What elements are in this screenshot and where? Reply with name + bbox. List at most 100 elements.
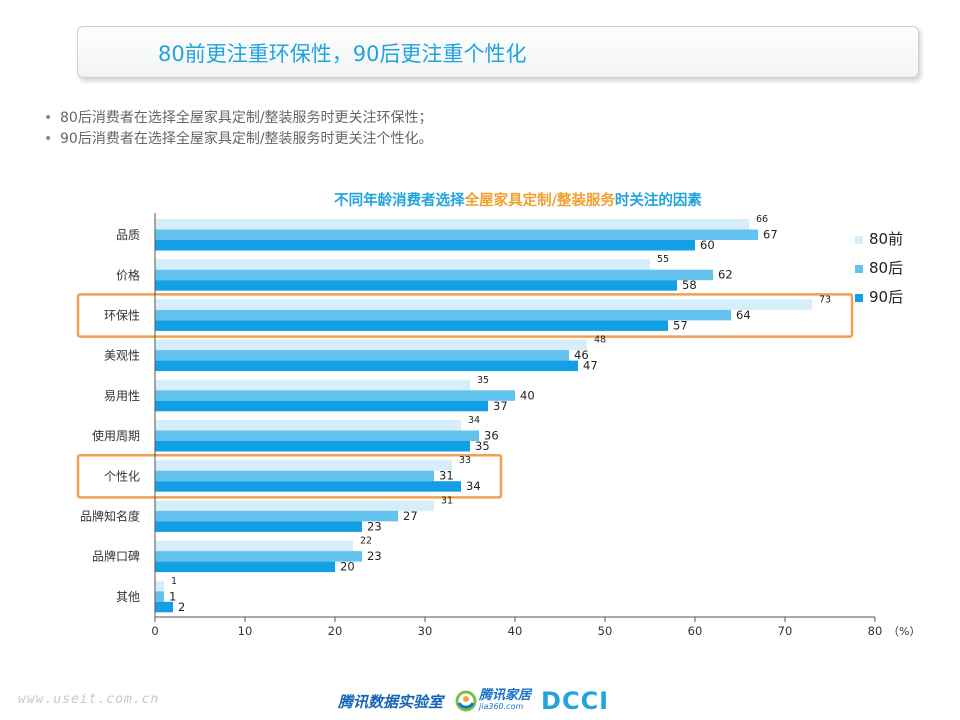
bar (155, 299, 812, 310)
bar (155, 360, 578, 372)
bar-value-label: 23 (367, 549, 382, 563)
bar (155, 269, 713, 281)
bar (155, 500, 434, 511)
highlight-box (76, 453, 503, 499)
x-unit-label: （%） (888, 625, 920, 638)
category-label: 其他 (116, 590, 140, 604)
highlight-box (76, 293, 854, 338)
bar-value-label: 35 (475, 439, 490, 453)
bar (155, 240, 695, 251)
bar (155, 219, 749, 230)
bar (155, 350, 569, 361)
tencent-home-logo-icon (455, 690, 477, 712)
bar (155, 280, 677, 291)
bar-value-label: 27 (403, 509, 418, 523)
bar-value-label: 20 (340, 560, 355, 574)
bar (155, 591, 164, 602)
bar (155, 540, 353, 552)
tencent-data-lab-logo: 腾讯数据实验室 (338, 692, 444, 711)
bar-value-label: 34 (468, 415, 480, 426)
bar (155, 551, 362, 562)
bar (155, 441, 470, 452)
footer-url: www.useit.com.cn (18, 692, 160, 707)
bar-value-label: 1 (169, 589, 176, 603)
bar-value-label: 57 (673, 318, 688, 332)
x-tick-label: 50 (598, 624, 613, 638)
bar-value-label: 35 (477, 375, 489, 386)
category-label: 易用性 (104, 389, 140, 403)
bar (155, 580, 164, 592)
bar-value-label: 23 (367, 519, 382, 533)
category-label: 个性化 (104, 469, 140, 483)
bar-value-label: 40 (520, 388, 535, 402)
bar (155, 420, 461, 431)
bar-value-label: 31 (439, 469, 454, 483)
bar (155, 481, 461, 492)
bar-value-label: 34 (466, 479, 481, 493)
slide-title-bar: 80前更注重环保性，90后更注重个性化 (77, 26, 919, 78)
bullet-item: 90后消费者在选择全屋家具定制/整装服务时更关注个性化。 (44, 129, 433, 150)
x-tick-label: 0 (151, 624, 158, 638)
dcci-logo: DCCI (541, 687, 610, 715)
bar (155, 259, 650, 270)
x-tick-label: 10 (238, 624, 253, 638)
bar (155, 601, 173, 613)
bar-value-label: 1 (171, 576, 177, 587)
footer-logos: 腾讯数据实验室 腾讯家居 jia360.com DCCI (338, 688, 609, 714)
bar-value-label: 2 (178, 600, 185, 614)
bar (155, 561, 335, 573)
bar (155, 390, 515, 401)
slide-title: 80前更注重环保性，90后更注重个性化 (158, 42, 527, 66)
bar (155, 379, 470, 391)
bar-value-label: 22 (360, 536, 372, 547)
chart-title: 不同年龄消费者选择全屋家具定制/整装服务时关注的因素 (334, 191, 702, 209)
tencent-home-name: 腾讯家居 (479, 688, 532, 703)
bar-value-label: 31 (441, 495, 453, 506)
bar-value-label: 66 (756, 214, 768, 225)
bar-value-label: 62 (718, 268, 733, 282)
legend-label: 80后 (869, 259, 903, 277)
bar (155, 470, 434, 482)
x-tick-label: 80 (868, 624, 883, 638)
tencent-home-logo: 腾讯家居 jia360.com (479, 688, 532, 712)
legend-swatch (855, 294, 863, 302)
category-label: 品质 (116, 228, 140, 242)
bar-value-label: 36 (484, 429, 499, 443)
bar-value-label: 64 (736, 308, 751, 322)
x-tick-label: 60 (688, 624, 703, 638)
bar-value-label: 37 (493, 399, 508, 413)
bar-value-label: 67 (763, 228, 778, 242)
bar (155, 521, 362, 532)
bullet-list: 80后消费者在选择全屋家具定制/整装服务时更关注环保性； 90后消费者在选择全屋… (44, 108, 433, 150)
legend-label: 80前 (869, 230, 903, 248)
bar-value-label: 46 (574, 348, 589, 362)
bar (155, 400, 488, 412)
bar (155, 320, 668, 331)
bar-value-label: 58 (682, 278, 697, 292)
bar-value-label: 73 (819, 294, 831, 305)
legend-label: 90后 (869, 288, 903, 306)
bar-value-label: 55 (657, 254, 669, 265)
category-label: 美观性 (104, 349, 140, 363)
legend-swatch (855, 265, 863, 273)
bar (155, 229, 758, 240)
category-label: 品牌知名度 (80, 509, 140, 524)
category-label: 品牌口碑 (92, 549, 140, 564)
category-label: 价格 (116, 267, 140, 282)
bar-value-label: 48 (594, 335, 606, 346)
x-tick-label: 30 (418, 624, 433, 638)
bar-value-label: 47 (583, 359, 598, 373)
bar (155, 339, 587, 351)
bar-value-label: 33 (459, 455, 471, 466)
category-label: 使用周期 (92, 428, 140, 443)
x-tick-label: 40 (508, 624, 523, 638)
bar (155, 309, 731, 321)
category-label: 环保性 (104, 309, 140, 323)
bar-value-label: 60 (700, 238, 715, 252)
bar (155, 510, 398, 522)
x-tick-label: 70 (778, 624, 793, 638)
bullet-item: 80后消费者在选择全屋家具定制/整装服务时更关注环保性； (44, 108, 433, 129)
bar (155, 430, 479, 441)
x-tick-label: 20 (328, 624, 343, 638)
